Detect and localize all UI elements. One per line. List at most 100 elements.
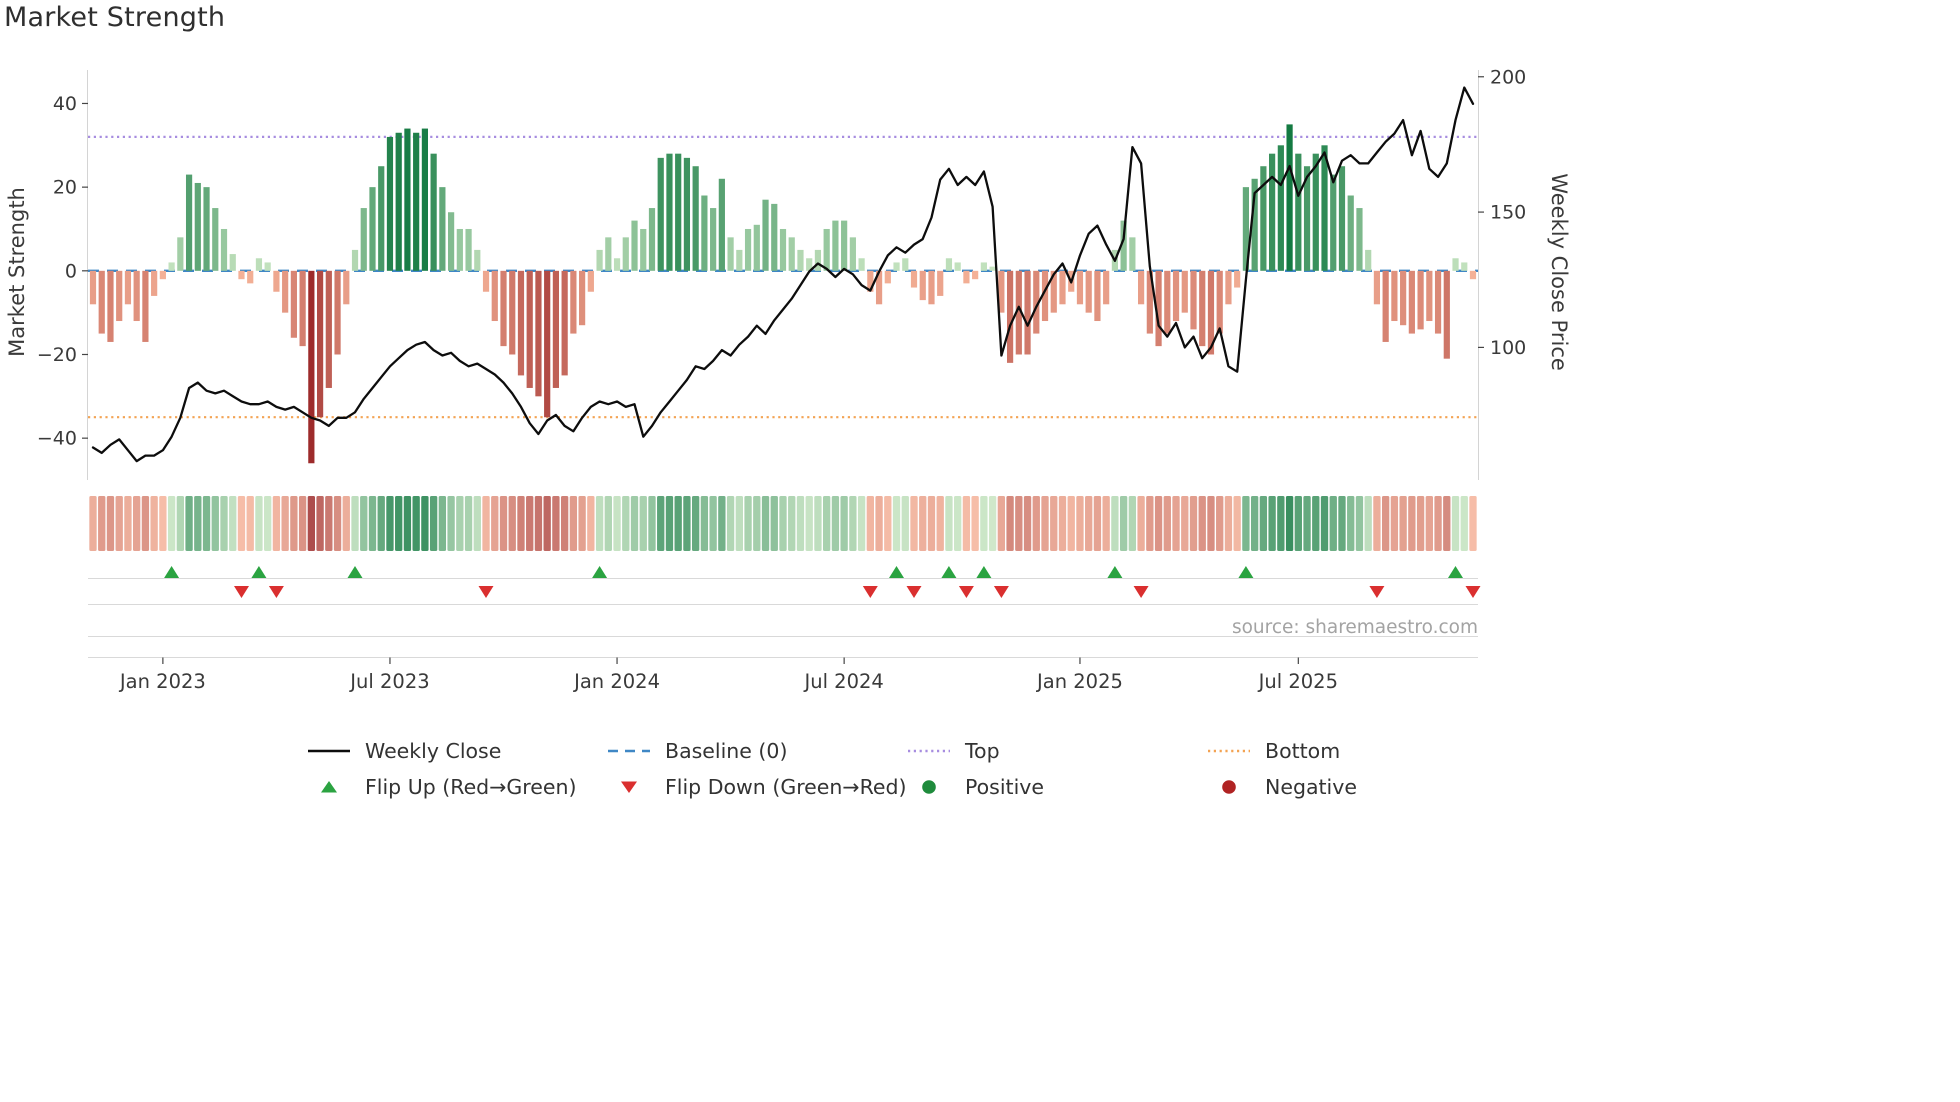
strength-bar bbox=[282, 270, 289, 313]
heatmap-cell bbox=[499, 496, 508, 551]
strength-bar bbox=[1469, 270, 1477, 280]
heatmap-cell bbox=[281, 496, 289, 551]
legend-item-top: Top bbox=[906, 737, 1206, 764]
heatmap-cell bbox=[1285, 496, 1294, 551]
strength-bar bbox=[622, 237, 629, 271]
strength-bar bbox=[168, 262, 175, 271]
strength-bar bbox=[884, 270, 891, 284]
heatmap-cell bbox=[508, 496, 516, 551]
legend-label: Baseline (0) bbox=[665, 738, 788, 763]
strength-bar bbox=[1085, 270, 1092, 313]
strength-bar bbox=[378, 166, 385, 271]
legend-item-flip-up: Flip Up (Red→Green) bbox=[306, 773, 606, 800]
heatmap-cell bbox=[866, 496, 874, 551]
strength-bar bbox=[212, 208, 219, 271]
strength-bar bbox=[1216, 270, 1223, 334]
strength-bar bbox=[1434, 270, 1442, 334]
strength-bar bbox=[413, 132, 420, 271]
strength-bar bbox=[89, 270, 97, 305]
strength-bar bbox=[142, 270, 149, 342]
flip-up-marker-icon bbox=[1448, 566, 1463, 578]
strength-bar bbox=[308, 270, 315, 464]
heatmap-cell bbox=[919, 496, 927, 551]
strength-heatmap-strip bbox=[89, 496, 1477, 551]
left-axis-tick-label: −40 bbox=[37, 428, 77, 450]
marker-strip-gridlines bbox=[88, 578, 1478, 658]
flip-up-marker-icon bbox=[592, 566, 608, 578]
strength-bar bbox=[247, 270, 254, 284]
strength-bar bbox=[1164, 270, 1171, 334]
strength-bar bbox=[386, 136, 394, 271]
heatmap-cell bbox=[1189, 496, 1198, 551]
flip-markers bbox=[164, 566, 1481, 598]
heatmap-cell bbox=[342, 496, 350, 551]
strength-bar bbox=[1094, 270, 1101, 322]
strength-bar bbox=[1452, 258, 1459, 271]
strength-bar bbox=[1155, 270, 1162, 347]
strength-bar bbox=[1076, 270, 1084, 305]
heatmap-cell bbox=[980, 496, 988, 551]
strength-bar bbox=[159, 270, 166, 280]
strength-bar bbox=[753, 224, 760, 271]
heatmap-cell bbox=[639, 496, 647, 551]
heatmap-cell bbox=[517, 496, 525, 551]
heatmap-cell bbox=[89, 496, 97, 551]
heatmap-cell bbox=[761, 496, 770, 551]
strength-bar bbox=[1417, 270, 1424, 330]
strength-bar bbox=[1242, 187, 1250, 271]
heatmap-cell bbox=[333, 496, 342, 551]
legend-item-baseline: Baseline (0) bbox=[606, 737, 906, 764]
strength-bar bbox=[963, 270, 970, 284]
weekly-close-swatch-icon bbox=[308, 749, 350, 752]
heatmap-cell bbox=[1006, 496, 1014, 551]
strength-bar bbox=[1146, 270, 1153, 334]
strength-bar bbox=[1295, 153, 1302, 271]
strength-bar bbox=[526, 270, 533, 388]
legend-label: Weekly Close bbox=[365, 738, 502, 763]
baseline-swatch-icon bbox=[608, 749, 650, 752]
flip-up-marker-icon bbox=[889, 566, 904, 578]
legend-label: Flip Down (Green→Red) bbox=[665, 774, 907, 799]
strength-bar bbox=[351, 249, 359, 271]
heatmap-cell bbox=[1102, 496, 1110, 551]
heatmap-cell bbox=[194, 496, 202, 551]
strength-bar bbox=[1033, 270, 1040, 334]
strength-bar bbox=[203, 187, 210, 271]
heatmap-cell bbox=[1111, 496, 1119, 551]
heatmap-cell bbox=[264, 496, 272, 551]
heatmap-cell bbox=[997, 496, 1006, 551]
strength-bar bbox=[631, 220, 638, 271]
strength-bar bbox=[1338, 166, 1346, 271]
heatmap-cell bbox=[962, 496, 971, 551]
heatmap-cell bbox=[1425, 496, 1433, 551]
heatmap-cell bbox=[1067, 496, 1075, 551]
right-axis-tick-label: 100 bbox=[1490, 337, 1526, 359]
left-axis-tick-label: −20 bbox=[37, 344, 77, 366]
heatmap-cell bbox=[1128, 496, 1137, 551]
strength-bar bbox=[640, 228, 647, 271]
heatmap-cell bbox=[1355, 496, 1364, 551]
strength-bar bbox=[1015, 270, 1022, 355]
strength-bar bbox=[1426, 270, 1433, 322]
heatmap-cell bbox=[552, 496, 560, 551]
strength-bar bbox=[552, 270, 560, 388]
heatmap-cell bbox=[543, 496, 551, 551]
flip-up-marker-icon bbox=[251, 566, 267, 578]
heatmap-cell bbox=[150, 496, 158, 551]
right-axis-tick-label: 200 bbox=[1490, 66, 1526, 88]
heatmap-cell bbox=[1416, 496, 1425, 551]
heatmap-cell bbox=[1294, 496, 1302, 551]
heatmap-cell bbox=[1312, 496, 1320, 551]
strength-bar bbox=[1234, 270, 1241, 288]
strength-bar bbox=[334, 270, 341, 355]
flip-up-marker-icon bbox=[1238, 566, 1254, 578]
heatmap-cell bbox=[220, 496, 228, 551]
source-credit: source: sharemaestro.com bbox=[1232, 617, 1478, 638]
x-axis-tick-label: Jan 2025 bbox=[1035, 670, 1123, 693]
chart-title: Market Strength bbox=[4, 2, 226, 33]
strength-bar bbox=[902, 258, 909, 271]
heatmap-cell bbox=[1242, 496, 1250, 551]
negative-swatch-icon bbox=[1222, 779, 1236, 794]
heatmap-cell bbox=[674, 496, 682, 551]
